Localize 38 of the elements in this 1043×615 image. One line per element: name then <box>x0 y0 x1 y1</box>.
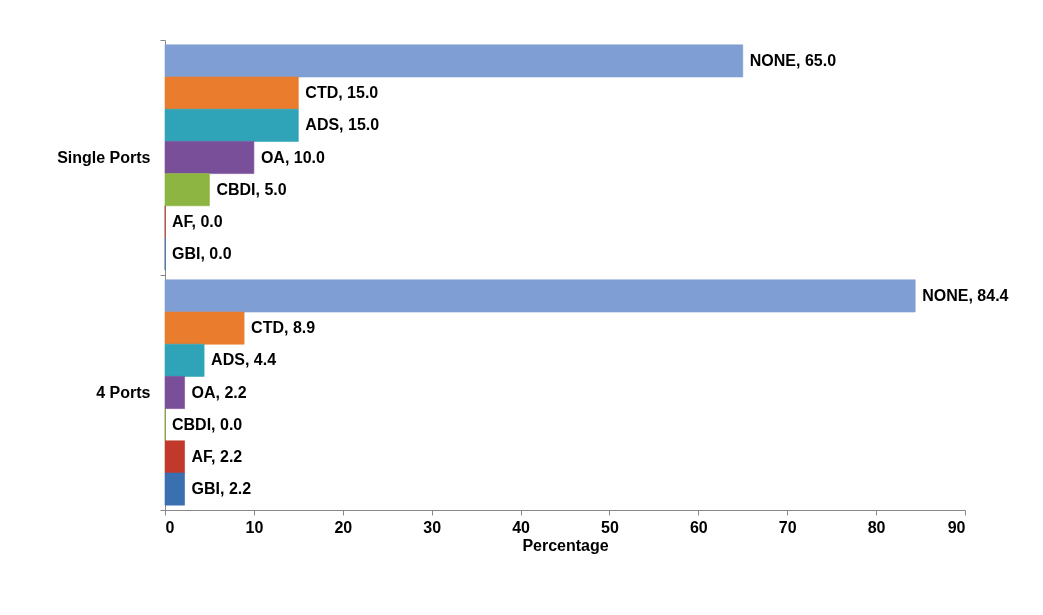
data-label: CTD, 8.9 <box>251 319 316 337</box>
data-label: NONE, 84.4 <box>922 286 1009 304</box>
bar <box>164 44 744 78</box>
x-tick-label: 0 <box>165 518 175 536</box>
x-tick-label: 40 <box>512 518 531 536</box>
data-label: GBI, 2.2 <box>191 480 252 498</box>
x-tick-label: 50 <box>601 518 619 536</box>
x-axis-title: Percentage <box>522 536 609 554</box>
data-label: CBDI, 0.0 <box>172 415 243 433</box>
y-tick-label: 4 Ports <box>96 384 151 401</box>
data-label: AF, 2.2 <box>191 447 243 465</box>
data-label: AF, 0.0 <box>172 212 223 230</box>
bar <box>164 440 185 474</box>
x-tick-label: 30 <box>423 518 442 536</box>
data-label: ADS, 4.4 <box>211 351 277 369</box>
bar <box>164 279 916 313</box>
bar <box>164 108 299 142</box>
bar <box>164 311 245 345</box>
x-tick-label: 10 <box>245 518 264 536</box>
data-label: GBI, 0.0 <box>172 245 232 263</box>
data-label: CTD, 15.0 <box>305 84 379 102</box>
x-tick-label: 70 <box>778 518 797 536</box>
data-label: OA, 2.2 <box>191 383 247 401</box>
x-tick-label: 90 <box>947 518 966 536</box>
x-tick-label: 80 <box>867 518 886 536</box>
data-label: OA, 10.0 <box>260 148 326 166</box>
bar <box>164 76 299 110</box>
bar <box>164 343 205 377</box>
bar <box>164 141 255 174</box>
data-label: ADS, 15.0 <box>305 116 380 134</box>
bar <box>164 376 185 409</box>
y-tick-label: Single Ports <box>57 149 151 166</box>
data-label: NONE, 65.0 <box>749 51 837 69</box>
data-label: CBDI, 5.0 <box>216 180 287 198</box>
bar <box>164 173 210 207</box>
bar <box>164 472 185 506</box>
x-tick-label: 20 <box>334 518 353 536</box>
x-tick-label: 60 <box>689 518 708 536</box>
